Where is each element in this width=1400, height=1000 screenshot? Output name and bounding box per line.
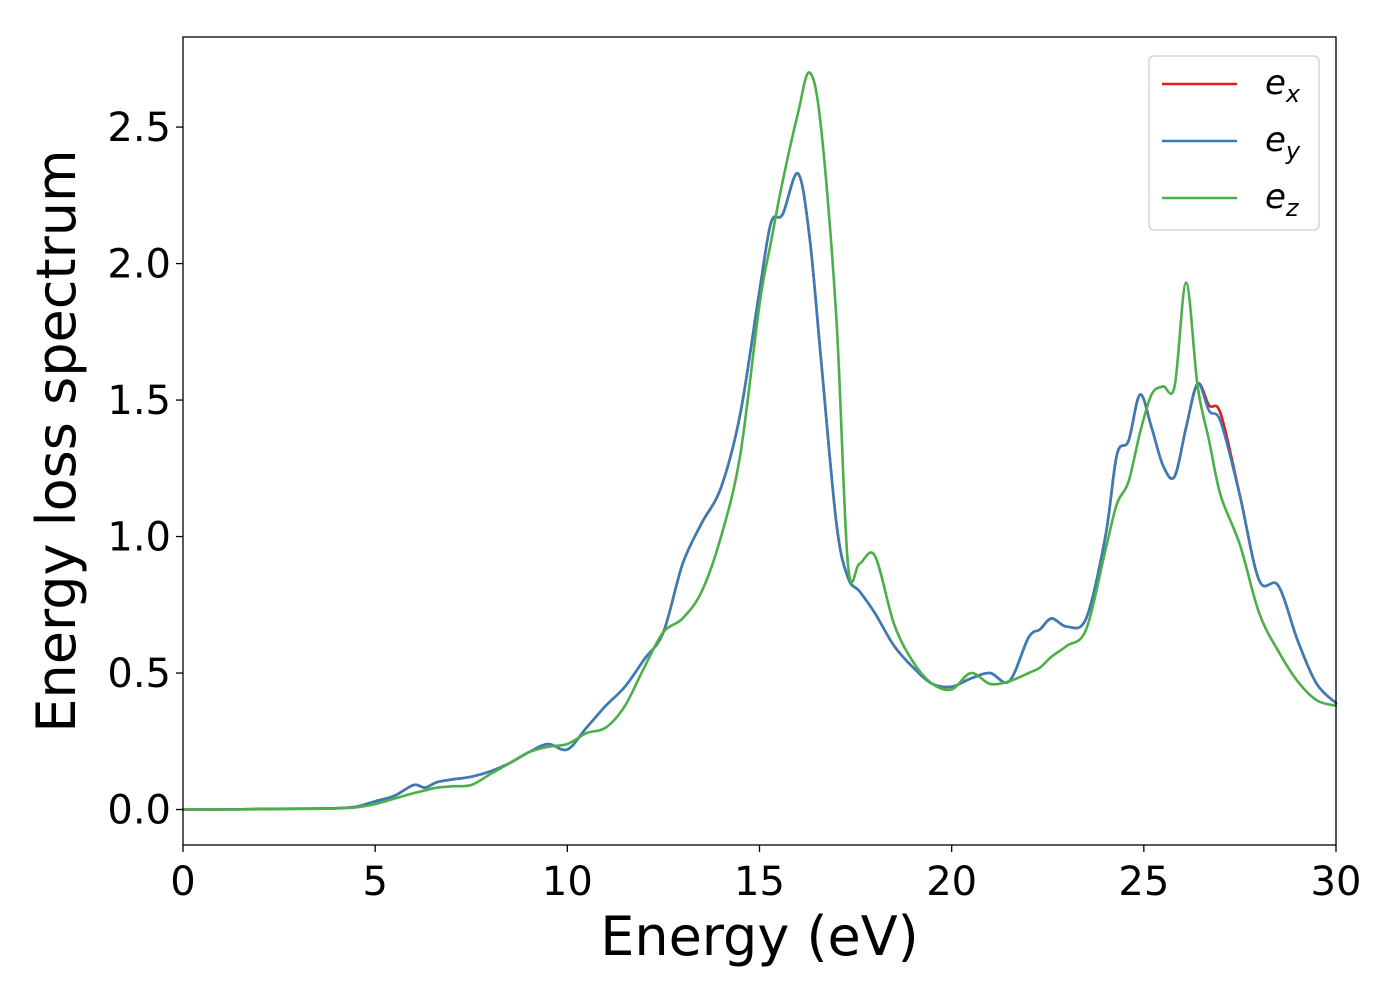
x-tick-label: 5 — [362, 859, 387, 905]
y-axis-title: Energy loss spectrum — [25, 149, 88, 732]
x-tick-label: 25 — [1118, 859, 1169, 905]
x-axis-title: Energy (eV) — [600, 905, 919, 968]
y-tick-label: 2.5 — [107, 105, 171, 151]
x-tick-label: 15 — [734, 859, 785, 905]
legend-label-ez: ez — [1265, 177, 1300, 222]
series-line-ex — [181, 172, 1338, 811]
y-tick-label: 0.5 — [107, 651, 171, 697]
legend-box — [1148, 55, 1320, 231]
series-line-ez — [181, 71, 1338, 811]
y-tick-label: 1.0 — [107, 515, 171, 561]
y-tick-label: 0.0 — [107, 788, 171, 834]
legend-label-ex: ex — [1265, 63, 1301, 108]
y-tick-label: 1.5 — [107, 378, 171, 424]
x-axis-ticks: 0 5 10 15 20 25 30 — [170, 845, 1361, 905]
series-layer — [181, 71, 1338, 811]
y-tick-label: 2.0 — [107, 242, 171, 288]
x-tick-label: 0 — [170, 859, 195, 905]
x-tick-label: 20 — [926, 859, 977, 905]
series-line-ey — [181, 172, 1338, 811]
legend-label-ey: ey — [1265, 120, 1301, 165]
x-tick-label: 10 — [542, 859, 593, 905]
legend: ex ey ez — [1148, 55, 1320, 231]
y-axis-ticks: 0.0 0.5 1.0 1.5 2.0 2.5 — [107, 105, 183, 834]
x-tick-label: 30 — [1311, 859, 1362, 905]
